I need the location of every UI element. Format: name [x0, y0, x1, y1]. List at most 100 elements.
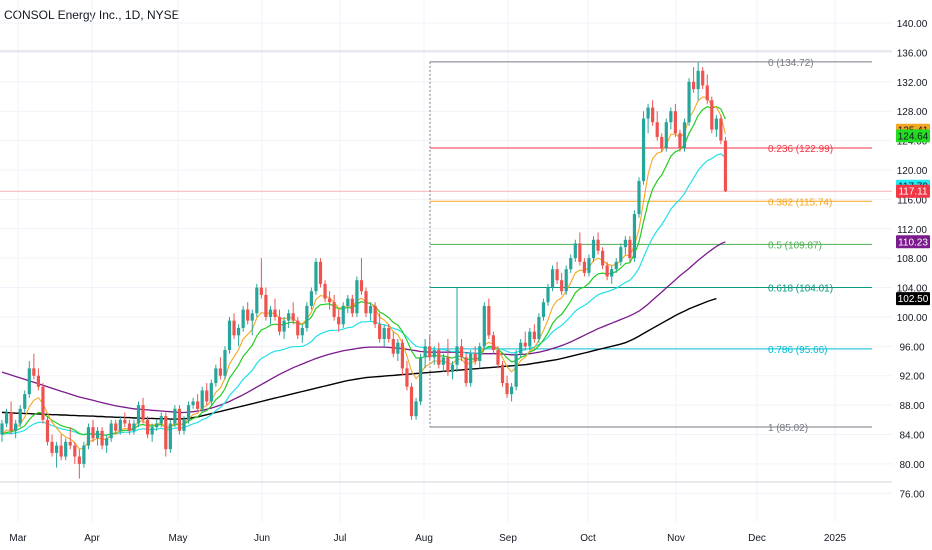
- candle-body[interactable]: [155, 423, 159, 428]
- candle-body[interactable]: [664, 122, 668, 148]
- candle-body[interactable]: [150, 427, 154, 435]
- candle-body[interactable]: [45, 419, 50, 442]
- candle-body[interactable]: [18, 408, 22, 424]
- candle-body[interactable]: [168, 423, 172, 450]
- candle-body[interactable]: [455, 346, 459, 365]
- candle-body[interactable]: [50, 441, 54, 453]
- candle-body[interactable]: [423, 346, 427, 358]
- candle-body[interactable]: [432, 350, 436, 358]
- candle-body[interactable]: [132, 423, 136, 431]
- candle-body[interactable]: [141, 405, 145, 420]
- candle-body[interactable]: [655, 122, 659, 137]
- candle-body[interactable]: [382, 327, 386, 339]
- candle-body[interactable]: [314, 261, 318, 292]
- candle-body[interactable]: [205, 390, 209, 402]
- candle-body[interactable]: [91, 427, 95, 439]
- candle-body[interactable]: [496, 350, 500, 365]
- candle-body[interactable]: [0, 423, 4, 435]
- candle-body[interactable]: [109, 423, 113, 439]
- candle-body[interactable]: [77, 456, 81, 464]
- candle-body[interactable]: [641, 118, 646, 182]
- candle-body[interactable]: [337, 316, 341, 325]
- candle-body[interactable]: [146, 419, 150, 435]
- candle-body[interactable]: [637, 181, 641, 215]
- candle-body[interactable]: [396, 342, 400, 354]
- candle-body[interactable]: [355, 280, 359, 314]
- candle-body[interactable]: [73, 445, 77, 457]
- candle-body[interactable]: [196, 401, 200, 409]
- candle-body[interactable]: [519, 342, 523, 354]
- candle-body[interactable]: [705, 85, 709, 101]
- candle-body[interactable]: [300, 327, 304, 336]
- candle-body[interactable]: [332, 302, 336, 317]
- candle-body[interactable]: [182, 419, 186, 431]
- candle-body[interactable]: [614, 261, 618, 270]
- candle-body[interactable]: [523, 342, 527, 347]
- candle-body[interactable]: [14, 423, 18, 431]
- candle-body[interactable]: [537, 316, 541, 339]
- candle-body[interactable]: [473, 353, 477, 362]
- candle-body[interactable]: [136, 405, 141, 424]
- candle-body[interactable]: [373, 305, 377, 325]
- candle-body[interactable]: [350, 298, 354, 314]
- candle-body[interactable]: [177, 408, 182, 431]
- candle-body[interactable]: [419, 357, 423, 402]
- candle-body[interactable]: [710, 100, 714, 130]
- candle-body[interactable]: [173, 408, 177, 424]
- candle-body[interactable]: [68, 441, 72, 446]
- candle-body[interactable]: [118, 419, 122, 431]
- candle-body[interactable]: [209, 383, 213, 402]
- candle-body[interactable]: [32, 368, 36, 376]
- candle-body[interactable]: [328, 298, 332, 303]
- candle-body[interactable]: [277, 316, 282, 332]
- candle-body[interactable]: [55, 445, 59, 453]
- candle-body[interactable]: [573, 243, 577, 259]
- candle-body[interactable]: [387, 327, 391, 339]
- candle-body[interactable]: [605, 265, 609, 277]
- candle-body[interactable]: [510, 386, 514, 395]
- candle-body[interactable]: [41, 386, 45, 420]
- candle-body[interactable]: [409, 386, 414, 417]
- candle-body[interactable]: [218, 368, 222, 376]
- candle-body[interactable]: [428, 346, 432, 358]
- candle-body[interactable]: [587, 258, 591, 273]
- candle-body[interactable]: [86, 427, 91, 446]
- candle-body[interactable]: [491, 335, 495, 351]
- candle-body[interactable]: [582, 261, 586, 273]
- candle-body[interactable]: [123, 419, 127, 424]
- candle-body[interactable]: [619, 247, 623, 262]
- candle-body[interactable]: [341, 305, 345, 325]
- candle-body[interactable]: [164, 416, 168, 450]
- candle-body[interactable]: [227, 320, 232, 351]
- candle-body[interactable]: [628, 239, 632, 259]
- candle-body[interactable]: [255, 287, 259, 314]
- candle-body[interactable]: [191, 401, 195, 406]
- candle-body[interactable]: [482, 305, 486, 347]
- candle-body[interactable]: [291, 313, 295, 321]
- candle-body[interactable]: [692, 81, 696, 90]
- candle-body[interactable]: [296, 320, 300, 336]
- candle-body[interactable]: [27, 368, 31, 395]
- candle-body[interactable]: [651, 107, 655, 123]
- candle-body[interactable]: [528, 331, 532, 347]
- candle-body[interactable]: [200, 390, 204, 409]
- candle-body[interactable]: [632, 214, 637, 259]
- candle-body[interactable]: [259, 287, 263, 295]
- candle-body[interactable]: [309, 291, 313, 306]
- candle-body[interactable]: [437, 350, 441, 365]
- candle-body[interactable]: [714, 118, 718, 130]
- candle-body[interactable]: [591, 239, 596, 259]
- candle-body[interactable]: [223, 350, 227, 376]
- candle-body[interactable]: [546, 287, 550, 303]
- candle-body[interactable]: [232, 320, 236, 336]
- candle-body[interactable]: [59, 445, 63, 457]
- candle-body[interactable]: [273, 309, 277, 317]
- candle-body[interactable]: [405, 368, 409, 387]
- candle-body[interactable]: [268, 309, 273, 317]
- candle-body[interactable]: [250, 313, 254, 321]
- candle-body[interactable]: [264, 294, 268, 317]
- candle-body[interactable]: [514, 353, 518, 387]
- candle-body[interactable]: [441, 357, 445, 365]
- candle-body[interactable]: [446, 357, 450, 373]
